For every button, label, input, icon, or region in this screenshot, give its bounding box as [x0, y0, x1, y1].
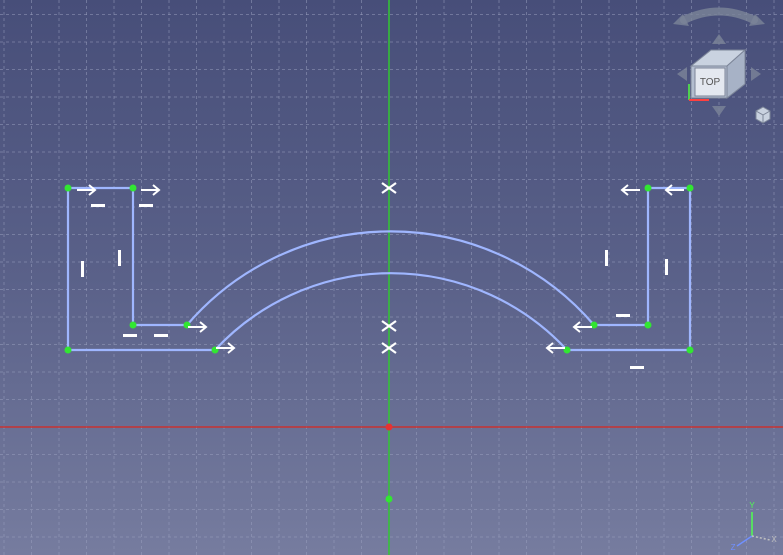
- axis-label-z: Z: [731, 543, 736, 551]
- sketch-origin: [386, 424, 393, 431]
- constraint-markers: [77, 183, 684, 369]
- axis-label-x: X: [771, 535, 777, 544]
- coordinate-system-indicator: Y Z X: [727, 501, 777, 551]
- sketch-arcs[interactable]: [187, 231, 594, 350]
- grid: [0, 0, 783, 555]
- axis-indicator-x: [752, 536, 770, 540]
- axis-indicator-z: [737, 536, 752, 546]
- scene-svg: [0, 0, 783, 555]
- axis-label-y: Y: [749, 501, 755, 510]
- cad-viewport[interactable]: TOP Y Z: [0, 0, 783, 555]
